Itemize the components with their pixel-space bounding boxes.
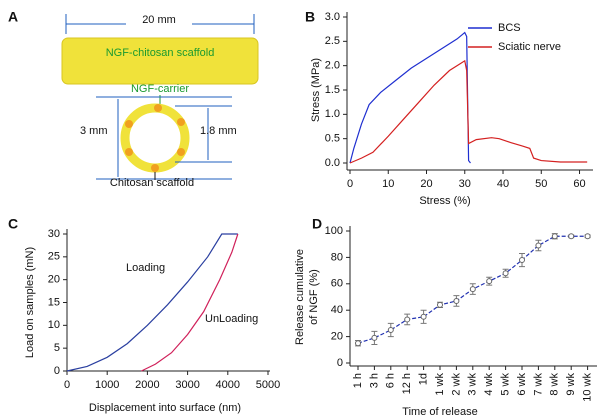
panel-label: C — [8, 216, 18, 232]
x-axis-label: Time of release — [402, 406, 477, 418]
y-tick-label: 40 — [331, 304, 343, 316]
x-tick-label: 7 wk — [532, 373, 544, 396]
x-tick-label: 10 — [382, 178, 394, 190]
y-tick-label: 20 — [48, 274, 60, 286]
point — [584, 233, 591, 240]
y-axis-label: Stress (MPa) — [310, 58, 322, 122]
point — [420, 313, 427, 320]
y-axis-label: Load on samples (mN) — [24, 247, 36, 358]
y-tick-label: 1.5 — [325, 84, 340, 96]
panel-a: A 20 mm NGF-chitosan scaffold NGF-carrie… — [8, 9, 259, 189]
x-tick-label: 1000 — [95, 379, 119, 391]
carrier-label: NGF-carrier — [131, 83, 189, 95]
x-tick-label: 50 — [535, 178, 547, 190]
y-tick-label: 2.0 — [325, 60, 340, 72]
point — [486, 278, 493, 285]
curve-label: Loading — [126, 262, 165, 274]
x-tick-label: 3000 — [175, 379, 199, 391]
x-tick-label: 2000 — [135, 379, 159, 391]
carriers — [125, 104, 185, 172]
y-tick-label: 3.0 — [325, 11, 340, 23]
outer-label: 3 mm — [80, 125, 108, 137]
x-tick-label: 5 wk — [500, 373, 512, 396]
y-tick-label: 20 — [331, 331, 343, 343]
x-tick-label: 30 — [459, 178, 471, 190]
x-tick-label: 60 — [573, 178, 585, 190]
ring — [120, 103, 190, 173]
x-tick-label: 1d — [418, 373, 430, 385]
point — [453, 297, 460, 304]
x-tick-label: 1 h — [352, 373, 364, 388]
point — [568, 233, 575, 240]
point — [387, 327, 394, 333]
ring-label: Chitosan scaffold — [110, 177, 194, 189]
y-axis-label: of NGF (%) — [308, 269, 320, 325]
x-tick-label: 9 wk — [565, 373, 577, 396]
x-tick-label: 20 — [420, 178, 432, 190]
curve-label: UnLoading — [205, 313, 258, 325]
label-bg — [126, 12, 192, 28]
x-tick-label: 4 wk — [483, 373, 495, 396]
series-line — [349, 59, 588, 164]
panel-label: B — [305, 9, 315, 25]
point — [535, 242, 542, 249]
point — [437, 301, 443, 308]
y-tick-label: 0.0 — [325, 157, 340, 169]
point — [502, 270, 509, 277]
inner-label: 1.8 mm — [200, 125, 237, 137]
legend-label: BCS — [498, 22, 521, 34]
cylinder-label: NGF-chitosan scaffold — [106, 47, 215, 59]
y-tick-label: 80 — [331, 251, 343, 263]
legend-label: Sciatic nerve — [498, 41, 561, 53]
series-line — [141, 233, 239, 372]
panel-label: D — [312, 216, 322, 232]
point — [404, 316, 411, 323]
y-tick-label: 1.0 — [325, 108, 340, 120]
x-tick-label: 8 wk — [549, 373, 561, 396]
x-tick-label: 10 wk — [582, 373, 594, 402]
point — [371, 334, 378, 341]
point — [469, 286, 476, 293]
x-tick-label: 6 wk — [516, 373, 528, 396]
y-tick-label: 100 — [325, 225, 343, 237]
x-tick-label: 3 h — [368, 373, 380, 388]
point — [519, 257, 525, 264]
y-tick-label: 30 — [48, 228, 60, 240]
y-tick-label: 0 — [337, 357, 343, 369]
dimensions — [96, 96, 232, 180]
point — [551, 233, 558, 240]
x-axis-label: Stress (%) — [419, 195, 470, 207]
cylinder — [61, 37, 259, 85]
y-tick-label: 10 — [48, 319, 60, 331]
y-tick-label: 5 — [54, 342, 60, 354]
panel-label: A — [8, 9, 18, 25]
point — [355, 340, 361, 347]
x-tick-label: 2 wk — [450, 373, 462, 396]
y-tick-label: 60 — [331, 278, 343, 290]
y-tick-label: 15 — [48, 296, 60, 308]
x-tick-label: 12 h — [401, 373, 413, 394]
x-axis-label: Displacement into surface (nm) — [89, 402, 241, 414]
y-axis-label: Release cumulative — [294, 249, 306, 345]
x-tick-label: 1 wk — [434, 373, 446, 396]
x-tick-label: 40 — [497, 178, 509, 190]
x-tick-label: 0 — [64, 379, 70, 391]
y-tick-label: 0.5 — [325, 133, 340, 145]
length-label: 20 mm — [142, 14, 176, 26]
x-tick-label: 0 — [347, 178, 353, 190]
x-tick-label: 4000 — [216, 379, 240, 391]
x-tick-label: 3 wk — [467, 373, 479, 396]
y-tick-label: 25 — [48, 251, 60, 263]
y-tick-label: 2.5 — [325, 35, 340, 47]
x-tick-label: 5000 — [256, 379, 280, 391]
y-tick-label: 0 — [54, 365, 60, 377]
x-tick-label: 6 h — [385, 373, 397, 388]
series-line — [349, 31, 471, 164]
series-line — [66, 233, 238, 372]
